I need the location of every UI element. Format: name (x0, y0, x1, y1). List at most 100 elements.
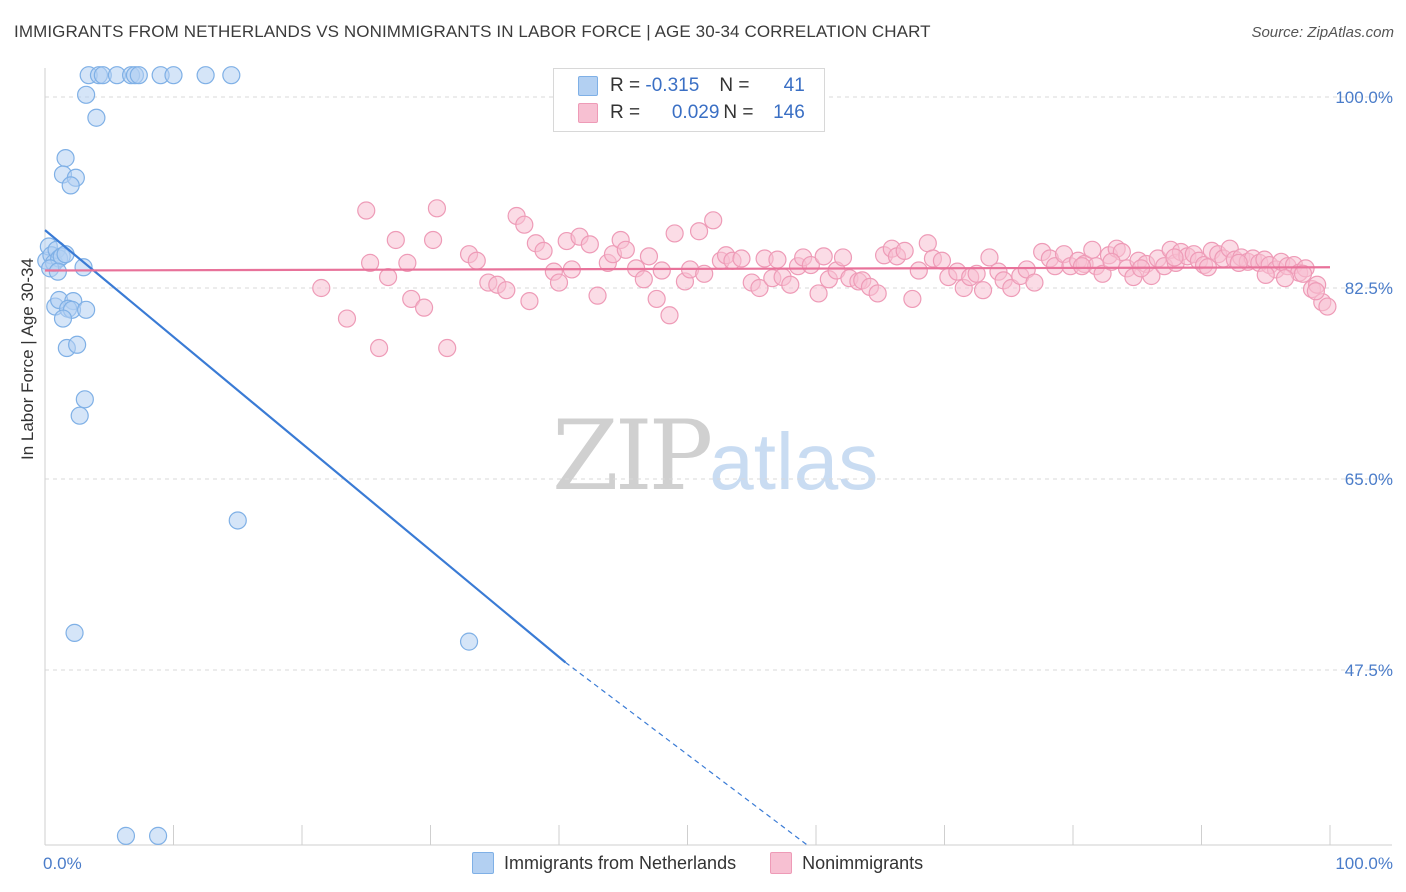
y-tick-label-3: 47.5% (1345, 661, 1393, 680)
nonimmigrants-point-145 (1229, 253, 1248, 272)
nonimmigrants-point-91 (1025, 273, 1044, 292)
nonimmigrants-point-17 (497, 281, 516, 300)
n-label: N = (719, 75, 750, 96)
nonimmigrants-point-37 (647, 289, 666, 309)
nonimmigrants-point-10 (423, 230, 443, 250)
netherlands-point-35 (68, 335, 87, 354)
netherlands-points (37, 66, 479, 845)
nonimmigrants-point-43 (689, 222, 709, 241)
x-tick-label-0: 0.0% (43, 854, 82, 873)
r-label: R = (610, 75, 641, 96)
nonimmigrants-point-147 (1275, 269, 1295, 288)
grid-lines (45, 96, 1392, 671)
blue-swatch (578, 76, 598, 96)
legend-row-netherlands: R = -0.315 N = 41 (578, 73, 805, 99)
nonimmigrants-point-20 (520, 291, 539, 311)
correlation-legend: R = -0.315 N = 41 R = 0.029 N = 146 (553, 68, 825, 132)
nonimmigrants-point-5 (378, 267, 398, 287)
netherlands-point-22 (87, 108, 106, 127)
netherlands-trend-extension (565, 661, 810, 848)
nonimmigrants-point-38 (652, 261, 671, 280)
r-value: -0.315 (645, 75, 700, 96)
netherlands-point-26 (61, 176, 80, 195)
nonimmigrants-point-54 (768, 250, 787, 269)
nonimmigrants-point-61 (814, 247, 833, 266)
nonimmigrants-point-12 (438, 338, 457, 358)
netherlands-point-23 (56, 149, 75, 168)
source-label: Source: ZipAtlas.com (1251, 24, 1394, 41)
netherlands-point-43 (148, 826, 168, 845)
x-tick-label-1: 100.0% (1335, 854, 1393, 873)
netherlands-point-19 (196, 66, 215, 85)
watermark: ZIPatlas (552, 400, 878, 512)
legend-row-nonimmigrants: R = 0.029 N = 146 (578, 100, 805, 126)
netherlands-point-39 (228, 511, 247, 530)
trend-lines (44, 229, 1331, 848)
nonimmigrants-point-22 (534, 241, 553, 260)
nonimmigrants-point-3 (361, 253, 380, 272)
nonimmigrants-point-69 (868, 284, 887, 303)
nonimmigrants-point-73 (895, 241, 914, 260)
legend-item-nonimmigrants: Nonimmigrants (770, 852, 923, 874)
nonimmigrants-point-56 (781, 275, 800, 294)
netherlands-point-20 (222, 66, 241, 85)
r-value: 0.029 (671, 102, 720, 123)
nonimmigrants-point-9 (414, 298, 434, 317)
nonimmigrants-points (312, 199, 1337, 358)
axes (44, 68, 1392, 846)
netherlands-point-21 (77, 85, 96, 104)
nonimmigrants-point-76 (918, 234, 937, 253)
nonimmigrants-point-139 (1318, 297, 1337, 316)
nonimmigrants-point-51 (750, 278, 769, 298)
nonimmigrants-point-84 (973, 281, 993, 300)
series-legend: Immigrants from Netherlands Nonimmigrant… (472, 852, 957, 874)
nonimmigrants-point-1 (337, 309, 357, 328)
nonimmigrants-point-143 (1165, 248, 1184, 267)
nonimmigrants-point-6 (386, 230, 405, 250)
nonimmigrants-point-36 (639, 247, 659, 266)
netherlands-point-32 (77, 300, 96, 319)
nonimmigrants-point-85 (980, 248, 999, 267)
nonimmigrants-point-4 (370, 338, 389, 358)
legend-label-nonimmigrants: Nonimmigrants (802, 852, 924, 873)
n-value: 41 (783, 75, 805, 96)
pink-swatch (770, 852, 793, 874)
nonimmigrants-point-78 (932, 251, 952, 270)
nonimmigrants-point-35 (634, 270, 653, 289)
nonimmigrants-point-0 (312, 278, 331, 298)
pink-swatch (578, 103, 598, 123)
netherlands-point-18 (164, 66, 183, 85)
netherlands-point-41 (459, 632, 479, 651)
nonimmigrants-point-7 (398, 253, 417, 272)
netherlands-point-33 (53, 309, 73, 328)
netherlands-point-36 (75, 390, 94, 409)
nonimmigrants-point-40 (665, 224, 684, 243)
netherlands-point-37 (70, 406, 89, 425)
legend-item-netherlands: Immigrants from Netherlands (472, 852, 736, 874)
chart-title: IMMIGRANTS FROM NETHERLANDS VS NONIMMIGR… (14, 22, 931, 41)
blue-swatch (472, 852, 494, 874)
nonimmigrants-point-140 (1072, 257, 1092, 276)
netherlands-point-40 (65, 623, 84, 642)
n-value: 146 (773, 102, 805, 123)
netherlands-point-9 (48, 262, 67, 281)
nonimmigrants-point-146 (1256, 265, 1275, 285)
netherlands-trend-line (44, 229, 567, 664)
nonimmigrants-point-29 (588, 286, 607, 305)
nonimmigrants-point-75 (909, 261, 928, 280)
tick-labels: 100.0% 82.5% 65.0% 47.5% 0.0% 100.0% (43, 88, 1393, 873)
nonimmigrants-point-28 (580, 235, 599, 254)
netherlands-point-16 (129, 66, 148, 85)
y-tick-label-2: 65.0% (1345, 470, 1393, 489)
y-tick-label-1: 82.5% (1345, 279, 1393, 298)
nonimmigrants-point-8 (402, 289, 421, 309)
nonimmigrants-point-99 (1083, 240, 1102, 259)
nonimmigrants-point-19 (515, 215, 534, 234)
nonimmigrants-point-24 (549, 273, 569, 292)
netherlands-point-42 (116, 826, 136, 845)
nonimmigrants-point-74 (903, 289, 922, 309)
nonimmigrants-point-39 (660, 306, 679, 325)
nonimmigrants-point-11 (427, 199, 447, 218)
nonimmigrants-point-149 (1306, 282, 1325, 301)
